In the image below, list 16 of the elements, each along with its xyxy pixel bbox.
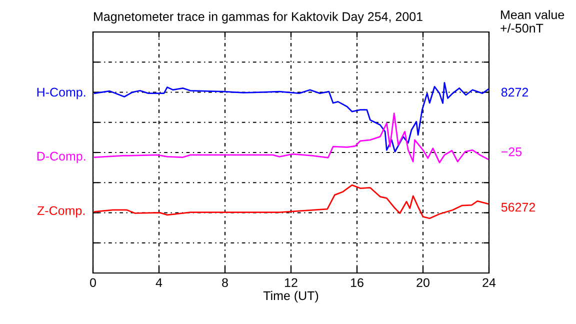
text: Mean value +/-50nT [500,10,564,33]
x-tick-label: 16 [351,278,364,288]
text: −25 [501,147,522,156]
x-tick-label: 4 [156,278,162,287]
text: 56272 [501,202,536,212]
chart-title: Magnetometer trace in gammas for Kaktovik Day 254, 2001 [94,12,422,24]
x-tick-label: 8 [222,278,228,288]
x-tick-label: 24 [482,278,496,287]
series-label: Z-Comp. [37,206,84,218]
series-label: D-Comp. [37,152,86,164]
series-label: H-Comp. [37,88,86,100]
x-tick-label: 12 [285,278,298,287]
x-axis-title: Time (UT) [263,290,318,303]
x-tick-label: 0 [90,278,96,288]
text: 8272 [501,88,528,97]
x-tick-label: 20 [416,278,430,288]
